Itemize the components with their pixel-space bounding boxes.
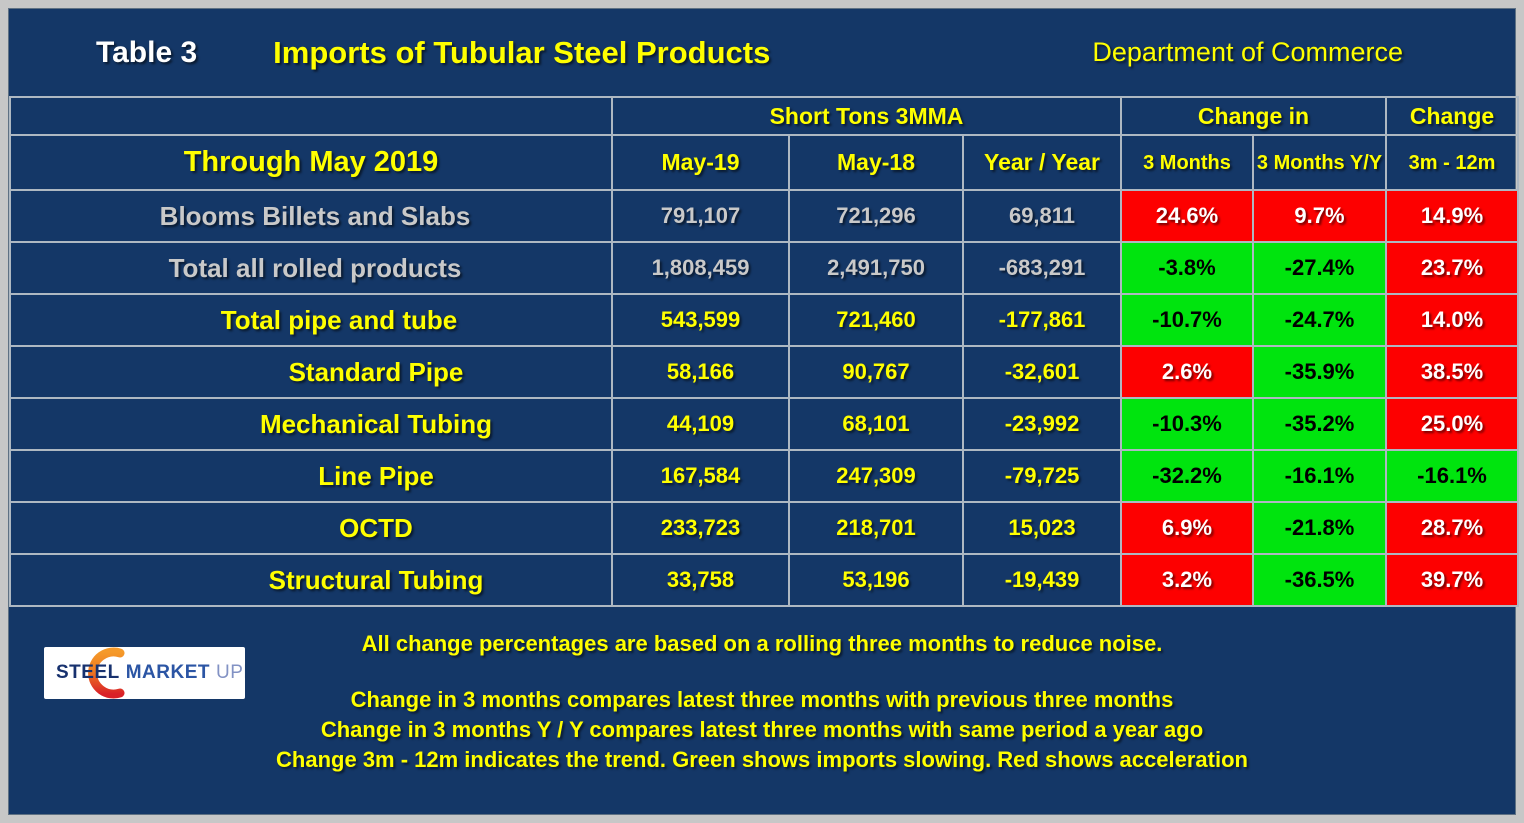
table-row: Structural Tubing 33,758 53,196 -19,439 … — [9, 553, 1520, 607]
yoy-value: -19,439 — [962, 553, 1122, 607]
page-title: Imports of Tubular Steel Products — [273, 34, 771, 70]
change-3m-12m-cell: 14.0% — [1385, 293, 1520, 347]
logo-word-market: MARKET — [125, 662, 211, 683]
change-3m-yy-cell: 9.7% — [1251, 189, 1388, 243]
steel-market-update-logo: STEEL MARKET UPDATE — [44, 647, 245, 699]
may18-value: 721,460 — [788, 293, 964, 347]
footer: STEEL MARKET UPDATE All change percentag… — [9, 607, 1515, 814]
title-band: Table 3 Imports of Tubular Steel Product… — [9, 9, 1515, 96]
row-label: Mechanical Tubing — [9, 397, 613, 451]
may19-value: 233,723 — [611, 501, 790, 555]
report-panel: Table 3 Imports of Tubular Steel Product… — [8, 8, 1520, 815]
may18-value: 218,701 — [788, 501, 964, 555]
row-label: Line Pipe — [9, 449, 613, 503]
may18-value: 2,491,750 — [788, 241, 964, 295]
change-3m-yy-cell: -16.1% — [1251, 449, 1388, 503]
change-3m-yy-cell: -35.9% — [1251, 345, 1388, 399]
yoy-value: -683,291 — [962, 241, 1122, 295]
change-3m-cell: -3.8% — [1120, 241, 1254, 295]
table-row: Total all rolled products 1,808,459 2,49… — [9, 241, 1520, 295]
may19-value: 1,808,459 — [611, 241, 790, 295]
footnote-change-3m-12m: Change 3m - 12m indicates the trend. Gre… — [276, 747, 1248, 772]
table-row: Mechanical Tubing 44,109 68,101 -23,992 … — [9, 397, 1520, 451]
row-label: Total pipe and tube — [9, 293, 613, 347]
row-label: Standard Pipe — [9, 345, 613, 399]
footnote-change-3m-yy: Change in 3 months Y / Y compares latest… — [320, 717, 1204, 742]
row-label: OCTD — [9, 501, 613, 555]
footnote-rolling: All change percentages are based on a ro… — [361, 631, 1163, 656]
change-3m-cell: 24.6% — [1120, 189, 1254, 243]
may19-value: 58,166 — [611, 345, 790, 399]
change-3m-cell: 3.2% — [1120, 553, 1254, 607]
may18-header: May-18 — [788, 134, 964, 191]
may19-value: 33,758 — [611, 553, 790, 607]
may19-value: 791,107 — [611, 189, 790, 243]
may18-value: 247,309 — [788, 449, 964, 503]
imports-table: Short Tons 3MMA Change in Change Through… — [9, 96, 1520, 607]
table-number-label: Table 3 — [96, 35, 198, 69]
table-row: Total pipe and tube 543,599 721,460 -177… — [9, 293, 1520, 347]
change-3m-12m-cell: 25.0% — [1385, 397, 1520, 451]
change-3m-12m-cell: 28.7% — [1385, 501, 1520, 555]
change-3m-12m-cell: 38.5% — [1385, 345, 1520, 399]
change-3m-12m-header: 3m - 12m — [1385, 134, 1520, 191]
yoy-value: 15,023 — [962, 501, 1122, 555]
change-3m-yy-cell: -35.2% — [1251, 397, 1388, 451]
table-row: Line Pipe 167,584 247,309 -79,725 -32.2%… — [9, 449, 1520, 503]
change-group-header: Change — [1385, 96, 1520, 136]
data-source-label: Department of Commerce — [1092, 37, 1403, 67]
yoy-value: 69,811 — [962, 189, 1122, 243]
empty-corner-cell — [9, 96, 613, 136]
yoy-value: -32,601 — [962, 345, 1122, 399]
logo-text: STEEL MARKET UPDATE — [44, 647, 245, 699]
change-3m-cell: -10.7% — [1120, 293, 1254, 347]
logo-word-steel: STEEL — [56, 662, 120, 683]
change-3m-yy-header: 3 Months Y/Y — [1251, 134, 1388, 191]
change-3m-12m-cell: 23.7% — [1385, 241, 1520, 295]
table-row: OCTD 233,723 218,701 15,023 6.9% -21.8% … — [9, 501, 1520, 555]
may19-value: 167,584 — [611, 449, 790, 503]
period-header: Through May 2019 — [9, 134, 613, 191]
short-tons-group-header: Short Tons 3MMA — [611, 96, 1122, 136]
change-3m-yy-cell: -36.5% — [1251, 553, 1388, 607]
change-3m-cell: -10.3% — [1120, 397, 1254, 451]
yoy-value: -79,725 — [962, 449, 1122, 503]
may18-value: 53,196 — [788, 553, 964, 607]
table-row: Standard Pipe 58,166 90,767 -32,601 2.6%… — [9, 345, 1520, 399]
column-header-row: Through May 2019 May-19 May-18 Year / Ye… — [9, 134, 1520, 191]
change-3m-cell: 2.6% — [1120, 345, 1254, 399]
may18-value: 90,767 — [788, 345, 964, 399]
may19-value: 44,109 — [611, 397, 790, 451]
change-3m-cell: 6.9% — [1120, 501, 1254, 555]
yoy-value: -177,861 — [962, 293, 1122, 347]
row-label: Blooms Billets and Slabs — [9, 189, 613, 243]
change-3m-yy-cell: -24.7% — [1251, 293, 1388, 347]
change-3m-yy-cell: -27.4% — [1251, 241, 1388, 295]
group-header-row: Short Tons 3MMA Change in Change — [9, 96, 1520, 136]
year-over-year-header: Year / Year — [962, 134, 1122, 191]
change-3m-12m-cell: 39.7% — [1385, 553, 1520, 607]
change-in-group-header: Change in — [1119, 96, 1388, 136]
may18-value: 68,101 — [788, 397, 964, 451]
change-3m-12m-cell: -16.1% — [1385, 449, 1520, 503]
change-3m-12m-cell: 14.9% — [1385, 189, 1520, 243]
row-label: Structural Tubing — [9, 553, 613, 607]
may19-value: 543,599 — [611, 293, 790, 347]
table-row: Blooms Billets and Slabs 791,107 721,296… — [9, 189, 1520, 243]
footnote-change-3m: Change in 3 months compares latest three… — [350, 687, 1174, 712]
change-3m-yy-cell: -21.8% — [1251, 501, 1388, 555]
row-label: Total all rolled products — [9, 241, 613, 295]
crescent-icon — [88, 647, 125, 699]
may18-value: 721,296 — [788, 189, 964, 243]
may19-header: May-19 — [611, 134, 790, 191]
yoy-value: -23,992 — [962, 397, 1122, 451]
change-3m-header: 3 Months — [1120, 134, 1254, 191]
change-3m-cell: -32.2% — [1120, 449, 1254, 503]
logo-word-update: UPDATE — [216, 662, 245, 683]
